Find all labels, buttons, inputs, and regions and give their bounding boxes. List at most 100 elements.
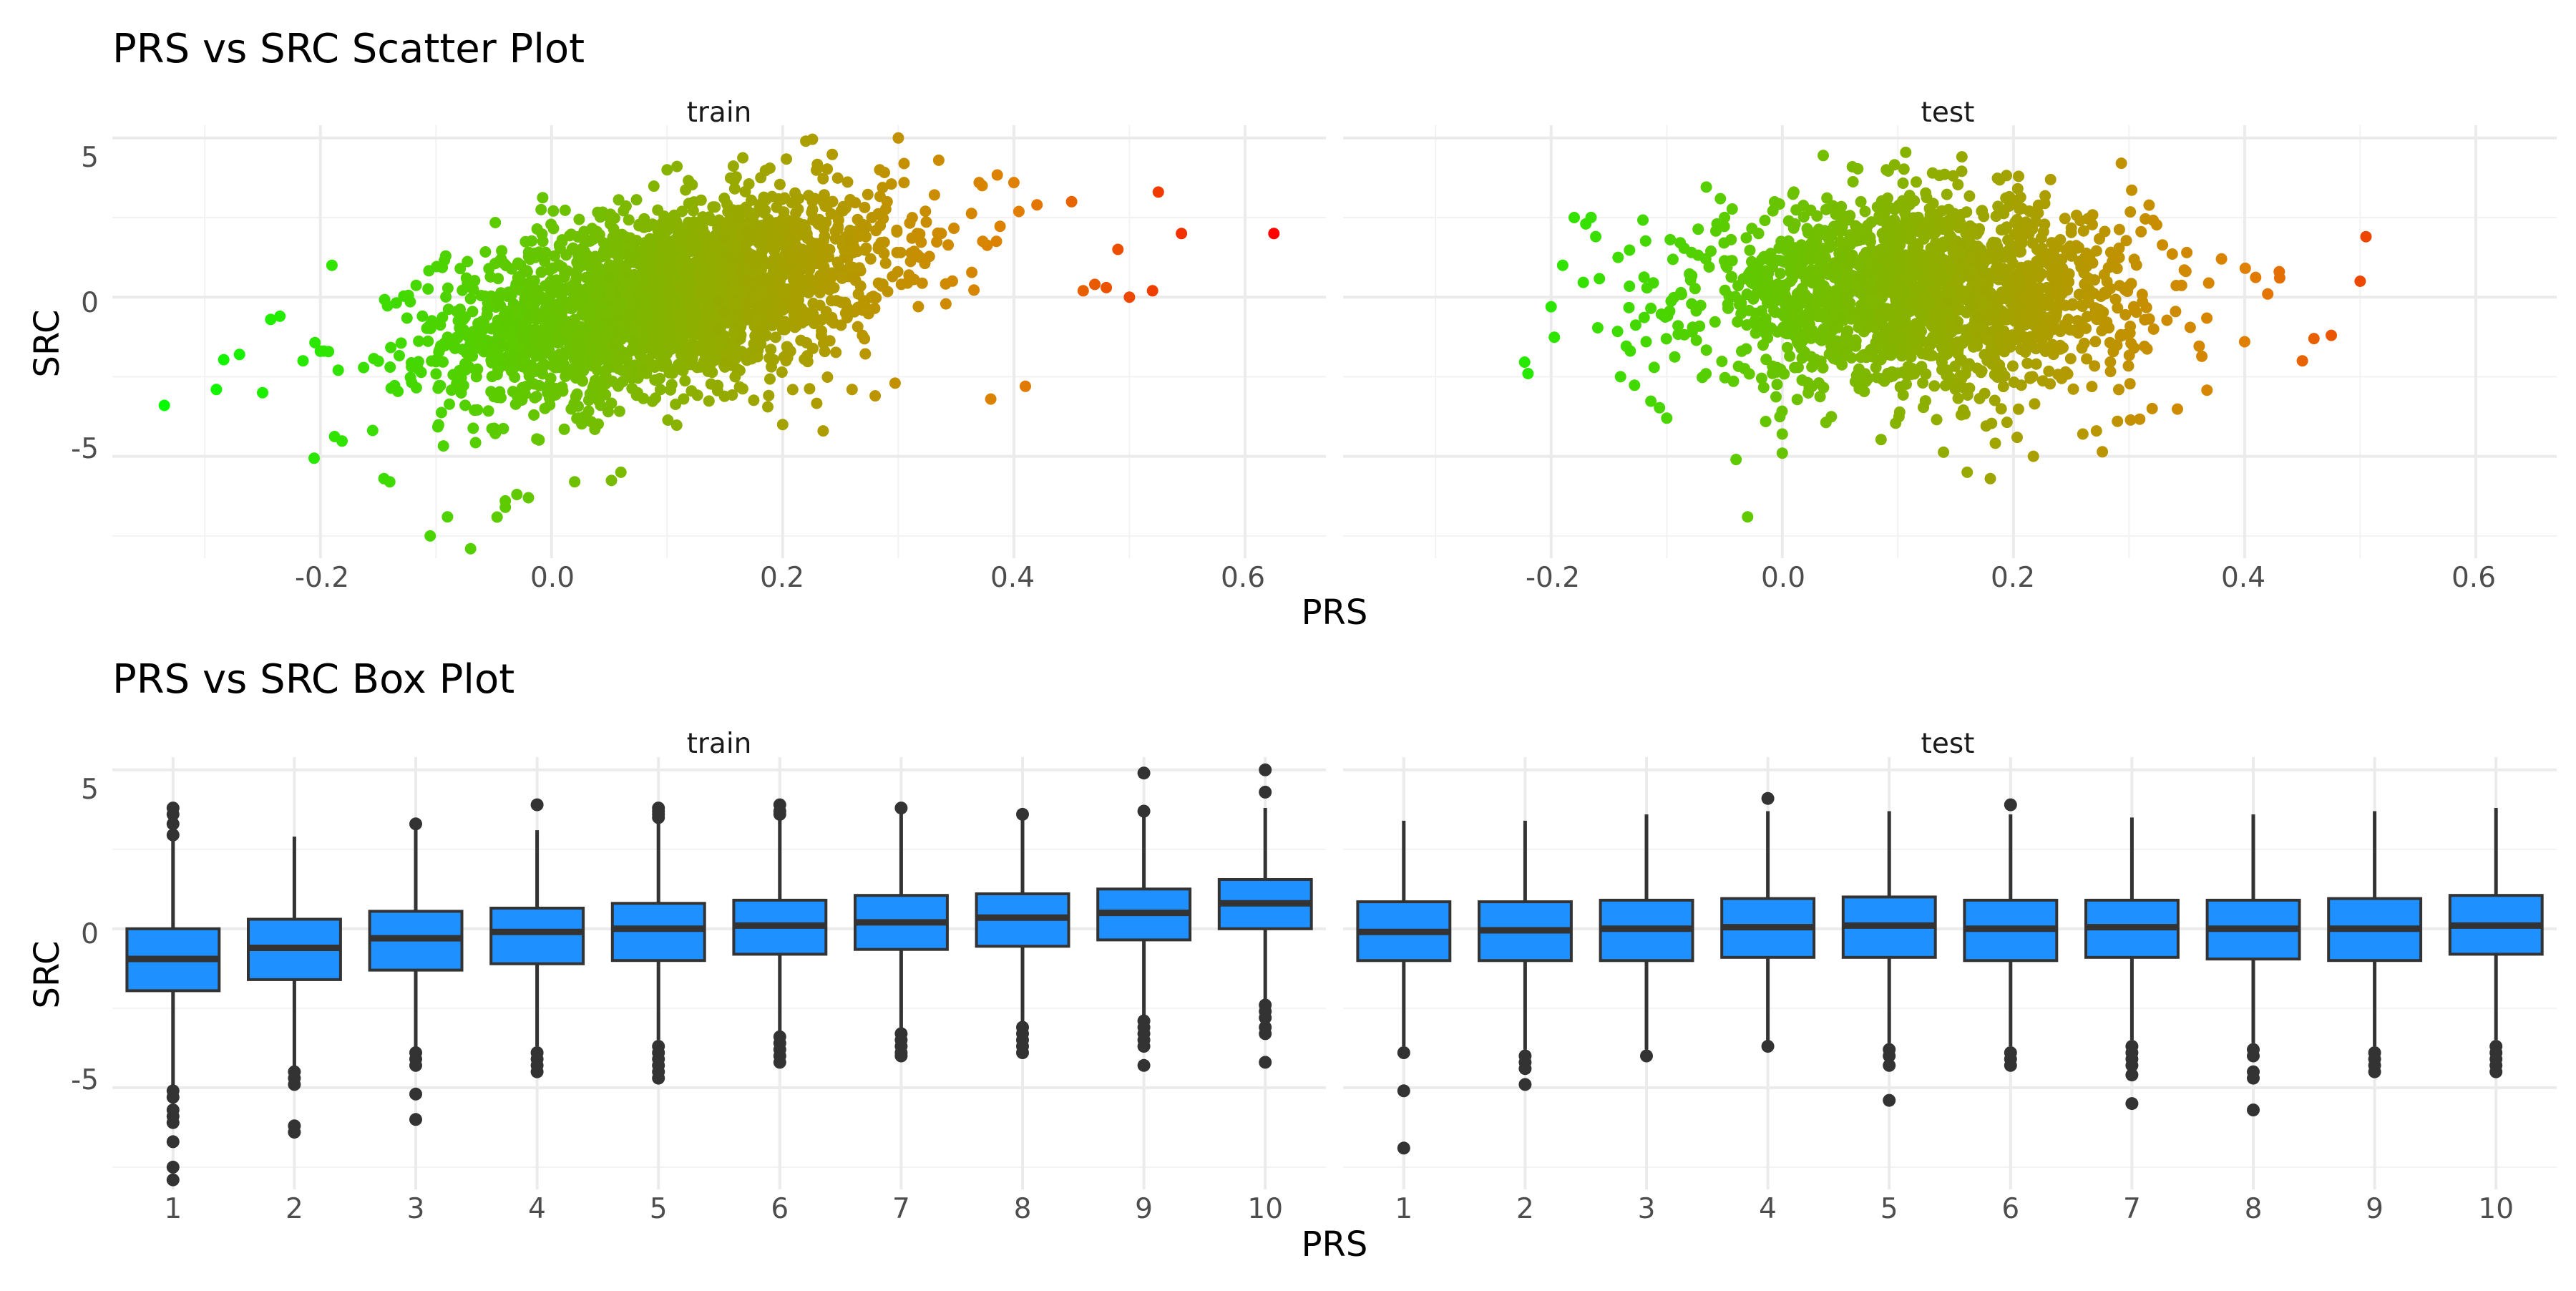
scatter-y-tick-neg5: -5 [71, 433, 99, 465]
scatter-point [1716, 356, 1728, 367]
scatter-point [711, 323, 723, 336]
scatter-point [2012, 403, 2024, 415]
scatter-point [437, 356, 449, 368]
scatter-point [769, 331, 781, 344]
scatter-point [1101, 281, 1113, 293]
scatter-point [492, 273, 504, 285]
scatter-point [940, 298, 952, 310]
scatter-point [712, 379, 724, 391]
scatter-point [1919, 395, 1931, 407]
box-outlier [2125, 1068, 2139, 1082]
scatter-point [1611, 326, 1624, 338]
scatter-title: PRS vs SRC Scatter Plot [112, 26, 585, 72]
scatter-point [1580, 218, 1592, 230]
scatter-point [854, 280, 867, 292]
scatter-point [1858, 250, 1870, 262]
scatter-point [1899, 208, 1911, 220]
scatter-point [1840, 287, 1853, 299]
scatter-point [889, 377, 901, 389]
scatter-point [1770, 391, 1782, 403]
scatter-point [662, 414, 674, 426]
scatter-point [2139, 341, 2150, 352]
scatter-point [1963, 382, 1976, 394]
scatter-point [1938, 236, 1951, 248]
scatter-point [1795, 342, 1807, 354]
scatter-point [1690, 305, 1702, 317]
scatter-point [475, 290, 487, 301]
scatter-point [565, 322, 577, 334]
scatter-point [1897, 389, 1909, 401]
scatter-point [779, 283, 791, 295]
scatter-point [560, 249, 572, 261]
scatter-point [684, 245, 696, 258]
scatter-point [1995, 403, 2007, 415]
scatter-point [1668, 291, 1680, 303]
box-outlier [652, 1071, 665, 1085]
scatter-point [776, 224, 788, 236]
scatter-point [158, 399, 170, 411]
scatter-point [719, 233, 731, 245]
scatter-point [451, 331, 463, 344]
scatter-point [2107, 346, 2119, 358]
scatter-point [658, 320, 670, 332]
scatter-point [2014, 310, 2026, 322]
scatter-point [671, 160, 683, 172]
scatter-point [1941, 369, 1953, 381]
scatter-point [366, 424, 379, 437]
scatter-point [1821, 192, 1833, 204]
scatter-point [1913, 305, 1925, 317]
scatter-point [691, 389, 703, 401]
scatter-point [2019, 224, 2031, 236]
scatter-point [2030, 358, 2042, 370]
scatter-point [2027, 450, 2039, 462]
scatter-x-tick-test-0.0: 0.0 [1761, 562, 1805, 594]
scatter-point [404, 296, 416, 308]
scatter-point [308, 452, 320, 464]
scatter-point [932, 154, 945, 166]
scatter-point [619, 276, 631, 288]
scatter-point [799, 226, 811, 238]
scatter-point [486, 356, 498, 369]
scatter-point [829, 225, 841, 238]
scatter-point [323, 346, 335, 358]
scatter-point [1873, 274, 1885, 286]
scatter-point [766, 361, 777, 373]
scatter-point [2066, 250, 2078, 262]
scatter-point [2064, 323, 2076, 336]
scatter-point [1866, 293, 1878, 305]
scatter-point [866, 212, 878, 223]
scatter-point [1654, 401, 1666, 414]
scatter-point [648, 180, 660, 193]
scatter-point [804, 283, 816, 296]
box-outlier [1883, 1049, 1896, 1063]
scatter-point [1975, 294, 1987, 306]
scatter-point [1888, 317, 1901, 329]
scatter-point [1965, 301, 1977, 313]
scatter-point [764, 373, 776, 385]
scatter-point [1954, 263, 1966, 276]
scatter-point [814, 299, 826, 311]
scatter-point [1742, 511, 1754, 523]
scatter-point [452, 315, 464, 327]
scatter-point [2202, 277, 2215, 289]
scatter-point [1903, 190, 1916, 202]
scatter-point [675, 322, 688, 334]
scatter-point [1709, 316, 1721, 328]
scatter-point-cloud-train [218, 133, 1025, 523]
scatter-point [1906, 362, 1918, 374]
scatter-point [2119, 328, 2132, 341]
scatter-point [912, 249, 924, 261]
scatter-point [1992, 247, 2004, 258]
scatter-point [1828, 271, 1840, 283]
scatter-point [2061, 276, 2073, 288]
scatter-point [1930, 237, 1942, 249]
scatter-point [968, 284, 980, 296]
scatter-point [615, 466, 627, 478]
scatter-point [564, 230, 575, 242]
scatter-point [664, 338, 676, 351]
scatter-point [1945, 286, 1957, 298]
scatter-point [435, 406, 447, 419]
scatter-point [580, 271, 592, 283]
scatter-point [2273, 265, 2285, 278]
scatter-point [806, 203, 819, 215]
